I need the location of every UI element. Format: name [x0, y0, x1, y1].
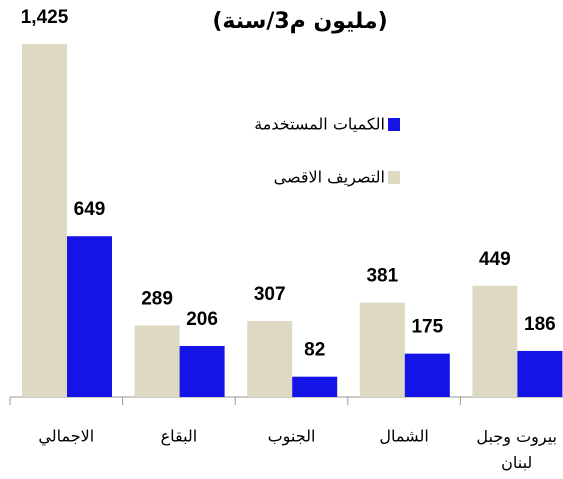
- bar: [67, 236, 112, 397]
- value-label: 186: [524, 314, 556, 335]
- bar: [472, 285, 518, 397]
- value-label: 449: [479, 249, 511, 270]
- value-label: 307: [254, 284, 286, 305]
- value-label: 1,425: [21, 7, 69, 28]
- x-tick-label: الجنوب: [268, 427, 316, 447]
- bar: [359, 302, 405, 397]
- legend-swatch: [388, 118, 400, 131]
- value-label: 206: [186, 309, 218, 330]
- legend-label: الكميات المستخدمة: [254, 115, 385, 134]
- bar: [134, 325, 180, 397]
- value-label: 175: [411, 317, 443, 338]
- x-tick-label: البقاع: [161, 427, 198, 447]
- x-tick-label: بيروت وجبل لبنان: [476, 427, 557, 472]
- bar: [179, 345, 225, 397]
- value-label: 381: [366, 266, 398, 287]
- bar: [22, 44, 67, 397]
- bar: [292, 376, 338, 397]
- x-tick-label: الشمال: [379, 427, 428, 446]
- chart-title: (مليون م3/سنة): [212, 9, 387, 34]
- value-label: 82: [304, 340, 325, 361]
- bar: [247, 320, 293, 397]
- value-label: 289: [141, 288, 173, 309]
- legend-label: التصريف الاقصى: [274, 168, 385, 188]
- bar: [404, 353, 450, 397]
- legend-swatch: [388, 171, 400, 184]
- x-tick-label: الاجمالي: [38, 427, 94, 447]
- value-label: 649: [74, 199, 106, 220]
- bar: [517, 350, 563, 397]
